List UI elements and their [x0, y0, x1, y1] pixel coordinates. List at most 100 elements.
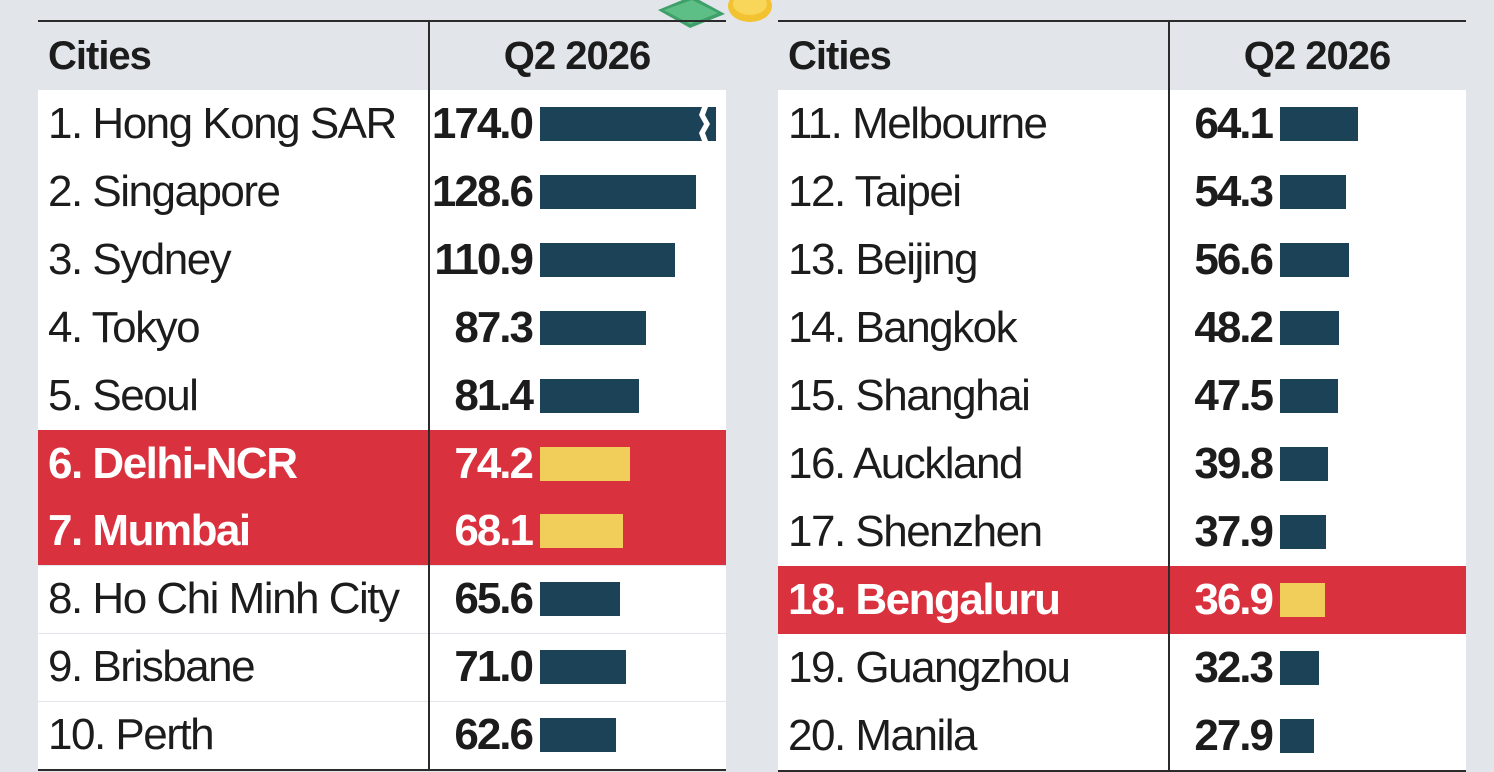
header-period: Q2 2026	[503, 33, 651, 78]
value-bar	[1280, 582, 1325, 617]
value-label: 48.2	[1194, 302, 1274, 352]
city-name: 4. Tokyo	[48, 302, 201, 352]
value-label: 56.6	[1194, 234, 1274, 284]
table-row: 18. Bengaluru 36.9	[778, 566, 1466, 634]
table-row: 16. Auckland 39.8	[778, 430, 1466, 498]
value-cell: 128.6	[428, 158, 726, 226]
value-cell: 74.2	[428, 430, 726, 498]
city-name: 7. Mumbai	[48, 506, 251, 556]
table-bottom-rule	[778, 769, 1466, 772]
table-bottom-rule	[38, 769, 726, 771]
table-header: Cities Q2 2026	[778, 22, 1466, 90]
value-cell: 65.6	[428, 566, 726, 634]
value-bar	[540, 310, 646, 345]
header-cities: Cities	[788, 33, 892, 78]
axis-break-icon	[699, 106, 710, 141]
table-top-rule	[38, 20, 726, 22]
value-label: 27.9	[1194, 710, 1274, 760]
value-label: 110.9	[434, 234, 534, 284]
value-label: 128.6	[431, 166, 534, 216]
city-name: 6. Delhi-NCR	[48, 438, 298, 488]
table-row: 2. Singapore 128.6	[38, 158, 726, 226]
table-row: 12. Taipei 54.3	[778, 158, 1466, 226]
city-name: 14. Bangkok	[788, 302, 1018, 352]
value-cell: 56.6	[1168, 226, 1466, 294]
value-cell: 36.9	[1168, 566, 1466, 634]
value-label: 62.6	[454, 710, 534, 760]
value-cell: 27.9	[1168, 702, 1466, 770]
value-label: 39.8	[1194, 438, 1274, 488]
value-bar	[1280, 514, 1326, 549]
value-bar	[540, 514, 623, 549]
value-cell: 81.4	[428, 362, 726, 430]
table-row: 5. Seoul 81.4	[38, 362, 726, 430]
table-row: 14. Bangkok 48.2	[778, 294, 1466, 362]
value-bar	[540, 718, 616, 753]
table-row: 17. Shenzhen 37.9	[778, 498, 1466, 566]
ranking-table-right: Cities Q2 2026 11. Melbourne 64.1 12. Taip…	[778, 20, 1466, 772]
value-label: 36.9	[1194, 574, 1274, 624]
value-label: 81.4	[454, 370, 534, 420]
value-cell: 87.3	[428, 294, 726, 362]
money-coin-illustration-icon	[658, 0, 772, 28]
value-label: 74.2	[454, 438, 534, 488]
city-name: 12. Taipei	[788, 166, 962, 216]
table-row: 1. Hong Kong SAR 174.0	[38, 90, 726, 158]
value-label: 87.3	[454, 302, 534, 352]
city-name: 2. Singapore	[48, 166, 281, 216]
table-row: 10. Perth 62.6	[38, 701, 726, 769]
table-row: 13. Beijing 56.6	[778, 226, 1466, 294]
table-row: 8. Ho Chi Minh City 65.6	[38, 565, 726, 634]
ranking-table-left: Cities Q2 2026 1. Hong Kong SAR 174.0 2. S…	[38, 20, 726, 771]
value-bar	[540, 378, 639, 413]
city-name: 20. Manila	[788, 710, 978, 760]
value-cell: 174.0	[428, 90, 726, 158]
column-divider	[428, 20, 430, 771]
table-rows: 1. Hong Kong SAR 174.0 2. Singapore 128.6 3.…	[38, 90, 726, 769]
value-bar	[540, 106, 716, 141]
value-cell: 48.2	[1168, 294, 1466, 362]
header-cities: Cities	[48, 33, 152, 78]
value-bar	[540, 650, 627, 685]
city-name: 5. Seoul	[48, 370, 199, 420]
value-bar	[540, 582, 620, 617]
city-name: 13. Beijing	[788, 234, 978, 284]
table-header: Cities Q2 2026	[38, 22, 726, 90]
value-label: 32.3	[1194, 642, 1274, 692]
value-cell: 47.5	[1168, 362, 1466, 430]
city-name: 11. Melbourne	[788, 98, 1048, 148]
value-cell: 110.9	[428, 226, 726, 294]
city-name: 15. Shanghai	[788, 370, 1031, 420]
value-cell: 37.9	[1168, 498, 1466, 566]
table-top-rule	[778, 20, 1466, 22]
city-name: 3. Sydney	[48, 234, 232, 284]
table-rows: 11. Melbourne 64.1 12. Taipei 54.3 13. Beiji…	[778, 90, 1466, 770]
value-bar	[1280, 446, 1329, 481]
table-row: 11. Melbourne 64.1	[778, 90, 1466, 158]
value-bar	[1280, 378, 1338, 413]
city-name: 10. Perth	[48, 710, 215, 760]
city-name: 1. Hong Kong SAR	[48, 98, 397, 148]
value-bar	[540, 174, 696, 209]
value-bar	[1280, 174, 1346, 209]
value-cell: 32.3	[1168, 634, 1466, 702]
table-row: 9. Brisbane 71.0	[38, 633, 726, 701]
column-divider	[1168, 20, 1170, 772]
value-label: 68.1	[454, 506, 534, 556]
table-row: 4. Tokyo 87.3	[38, 294, 726, 362]
table-row: 20. Manila 27.9	[778, 702, 1466, 770]
value-bar	[1280, 650, 1320, 685]
value-cell: 54.3	[1168, 158, 1466, 226]
value-bar	[1280, 242, 1349, 277]
value-label: 47.5	[1194, 370, 1274, 420]
value-label: 37.9	[1194, 506, 1274, 556]
table-row: 3. Sydney 110.9	[38, 226, 726, 294]
city-name: 8. Ho Chi Minh City	[48, 574, 400, 624]
city-name: 9. Brisbane	[48, 642, 256, 692]
value-label: 71.0	[454, 642, 534, 692]
value-label: 174.0	[431, 98, 534, 148]
value-cell: 64.1	[1168, 90, 1466, 158]
value-bar	[1280, 310, 1339, 345]
value-bar	[1280, 718, 1314, 753]
value-label: 65.6	[454, 574, 534, 624]
